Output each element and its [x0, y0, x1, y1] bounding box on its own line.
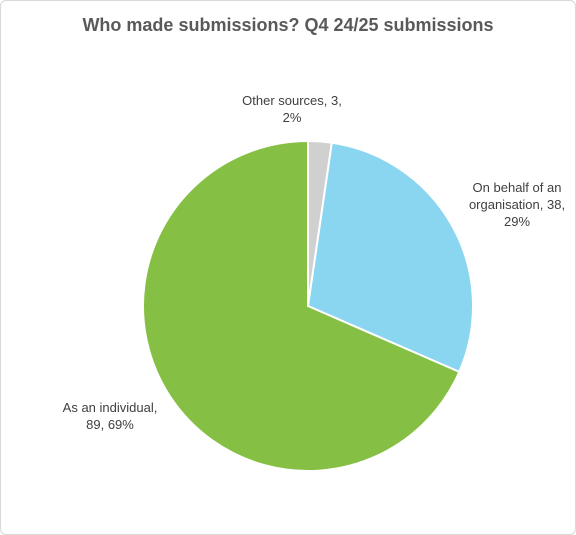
slice-label-line: As an individual,	[63, 400, 158, 415]
slice-label-2: As an individual, 89, 69%	[63, 400, 158, 432]
slice-label-1: On behalf of an organisation, 38, 29%	[469, 180, 565, 229]
slice-label-0: Other sources, 3, 2%	[242, 93, 342, 125]
pie-slice-2	[142, 139, 461, 472]
slice-label-line: 2%	[283, 110, 302, 125]
slice-label-line: 89, 69%	[86, 417, 134, 432]
slice-label-line: On behalf of an	[473, 180, 562, 195]
slice-label-line: 29%	[504, 214, 530, 229]
slice-label-line: Other sources, 3,	[242, 93, 342, 108]
slice-label-line: organisation, 38,	[469, 197, 565, 212]
pie-slice-1	[306, 141, 474, 374]
chart-title: Who made submissions? Q4 24/25 submissio…	[82, 15, 494, 35]
